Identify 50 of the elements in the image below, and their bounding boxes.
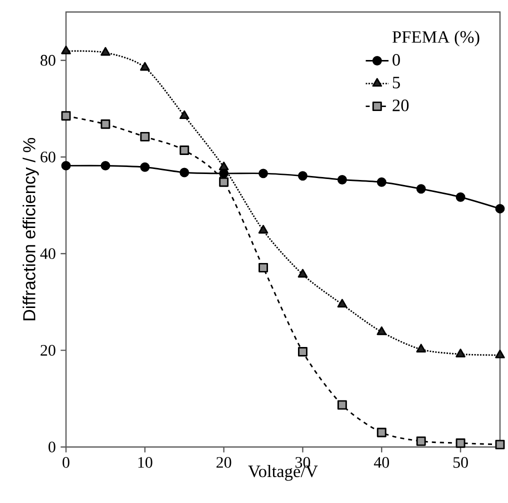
point — [140, 132, 150, 142]
x-tick-label: 50 — [453, 457, 468, 468]
point — [219, 177, 229, 187]
y-axis-title: Diffraction efficiency / % — [22, 138, 39, 320]
point — [456, 192, 466, 202]
point — [298, 171, 308, 181]
point — [337, 400, 347, 410]
point — [298, 347, 308, 357]
point — [337, 298, 348, 308]
point — [495, 350, 505, 358]
point — [100, 160, 110, 170]
y-tick-label: 20 — [40, 344, 56, 356]
point — [416, 436, 426, 446]
point — [180, 168, 190, 178]
y-tick-label: 60 — [40, 152, 56, 162]
point — [100, 47, 110, 56]
legend-label: 0 — [392, 54, 400, 66]
point — [258, 262, 268, 272]
point — [180, 146, 190, 155]
y-tick-label: 80 — [40, 54, 56, 66]
point — [416, 184, 426, 194]
y-tick-label: 0 — [48, 442, 56, 452]
point — [140, 62, 150, 71]
point — [179, 110, 190, 120]
x-tick-label: 10 — [138, 457, 152, 468]
point — [298, 268, 308, 278]
legend-label: 20 — [392, 100, 409, 112]
point — [416, 344, 426, 352]
point — [258, 168, 268, 178]
legend-title: PFEMA (%) — [392, 30, 480, 46]
point — [337, 174, 347, 184]
point — [61, 111, 71, 121]
point — [456, 348, 466, 358]
point — [61, 160, 71, 170]
y-tick-label: 40 — [40, 248, 56, 260]
point — [61, 46, 71, 54]
point — [140, 162, 150, 172]
point — [376, 326, 387, 336]
point — [495, 440, 505, 450]
point — [376, 428, 386, 438]
point — [456, 438, 466, 448]
legend-label: 5 — [392, 76, 400, 88]
point — [376, 177, 386, 187]
point — [258, 224, 268, 234]
x-tick-label: 0 — [62, 457, 70, 468]
point — [100, 119, 110, 129]
x-tick-label: 20 — [216, 457, 232, 468]
point — [218, 162, 229, 170]
point — [495, 204, 505, 214]
x-tick-label: 40 — [374, 457, 390, 468]
